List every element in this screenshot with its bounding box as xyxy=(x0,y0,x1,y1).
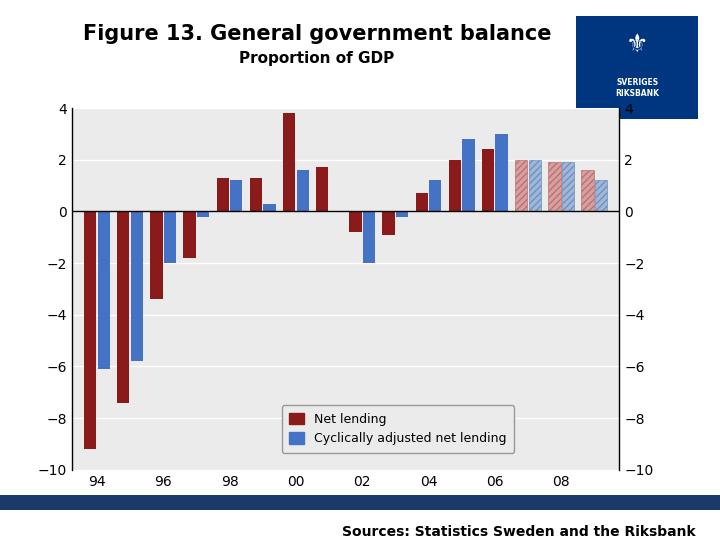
Text: Figure 13. General government balance: Figure 13. General government balance xyxy=(83,24,551,44)
Bar xyxy=(581,170,594,211)
Bar xyxy=(131,211,143,361)
Bar xyxy=(495,134,508,211)
Bar xyxy=(528,160,541,211)
Bar xyxy=(184,211,196,258)
Bar xyxy=(429,180,441,211)
Bar xyxy=(230,180,243,211)
Bar xyxy=(250,178,262,211)
Text: SVERIGES
RIKSBANK: SVERIGES RIKSBANK xyxy=(615,78,660,98)
Text: Proportion of GDP: Proportion of GDP xyxy=(239,51,395,66)
Bar xyxy=(382,211,395,235)
Bar xyxy=(164,211,176,263)
Bar xyxy=(283,113,295,211)
Bar xyxy=(97,211,110,369)
Bar xyxy=(349,211,361,232)
Bar xyxy=(117,211,130,403)
Bar xyxy=(150,211,163,299)
Bar xyxy=(84,211,96,449)
Bar xyxy=(462,139,474,211)
Bar xyxy=(449,160,461,211)
Bar xyxy=(197,211,210,217)
Bar xyxy=(415,193,428,211)
Bar xyxy=(264,204,276,211)
Bar xyxy=(316,167,328,211)
Bar xyxy=(595,180,607,211)
Bar xyxy=(548,163,560,211)
Bar xyxy=(363,211,375,263)
Bar xyxy=(217,178,229,211)
Bar xyxy=(396,211,408,217)
Bar xyxy=(562,163,574,211)
Text: Sources: Statistics Sweden and the Riksbank: Sources: Statistics Sweden and the Riksb… xyxy=(341,525,696,539)
Text: ⚜: ⚜ xyxy=(626,33,649,57)
Bar xyxy=(297,170,309,211)
Legend: Net lending, Cyclically adjusted net lending: Net lending, Cyclically adjusted net len… xyxy=(282,406,515,453)
Bar xyxy=(515,160,527,211)
Bar xyxy=(482,150,494,211)
